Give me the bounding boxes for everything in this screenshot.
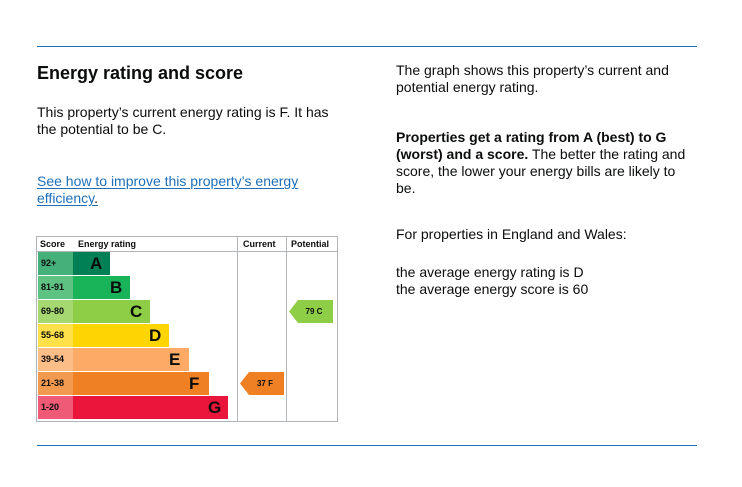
band-score-range: 55-68 (38, 324, 73, 347)
rating-band-f: 21-38 F (38, 372, 209, 395)
average-rating: the average energy rating is D (396, 264, 584, 280)
potential-rating-arrow: 79 C (289, 300, 333, 323)
rating-band-c: 69-80 C (38, 300, 150, 323)
graph-explanation: The graph shows this property’s current … (396, 62, 669, 95)
rating-band-a: 92+ A (38, 252, 110, 275)
band-score-range: 69-80 (38, 300, 73, 323)
rating-band-g: 1-20 G (38, 396, 228, 419)
right-column: The graph shows this property’s current … (396, 62, 696, 298)
band-letter: B (110, 278, 123, 297)
current-column-divider (237, 237, 238, 421)
section-heading: Energy rating and score (37, 63, 244, 83)
band-letter: A (90, 254, 103, 273)
rating-band-e: 39-54 E (38, 348, 189, 371)
average-score: the average energy score is 60 (396, 281, 589, 297)
left-column: Energy rating and score This property’s … (37, 62, 337, 207)
rating-band-d: 55-68 D (38, 324, 169, 347)
band-score-range: 92+ (38, 252, 73, 275)
band-score-range: 39-54 (38, 348, 73, 371)
potential-rating-label: 79 C (305, 307, 323, 316)
region-note: For properties in England and Wales: (396, 226, 627, 242)
rating-explanation-rest: The better the rating and score, the low… (396, 146, 686, 196)
band-letter: G (208, 398, 222, 417)
band-letter: D (149, 326, 162, 345)
improve-efficiency-link[interactable]: See how to improve this property’s energ… (37, 173, 299, 206)
rating-band-b: 81-91 B (38, 276, 130, 299)
band-score-range: 21-38 (38, 372, 73, 395)
energy-rating-header: Energy rating (78, 239, 137, 249)
rating-explanation-bold: Properties get a rating from A (best) to… (396, 129, 667, 162)
top-divider (37, 46, 697, 47)
band-score-range: 1-20 (38, 396, 73, 419)
band-letter: C (130, 302, 143, 321)
band-score-range: 81-91 (38, 276, 73, 299)
band-letter: F (189, 374, 200, 393)
band-letter: E (169, 350, 181, 369)
link-suffix: . (94, 190, 98, 206)
average-stats: the average energy rating is D the avera… (396, 264, 696, 298)
potential-header: Potential (291, 239, 330, 249)
score-header: Score (40, 239, 66, 249)
rating-summary: This property’s current energy rating is… (37, 104, 329, 137)
current-rating-arrow: 37 F (240, 372, 284, 395)
header-divider (37, 251, 337, 252)
energy-rating-chart: Score Energy rating Current Potential 92… (36, 236, 338, 422)
potential-column-divider (286, 237, 287, 421)
current-rating-label: 37 F (256, 379, 273, 388)
improve-efficiency-link-wrap: See how to improve this property’s energ… (37, 173, 337, 207)
current-header: Current (243, 239, 276, 249)
rating-explanation: Properties get a rating from A (best) to… (396, 129, 696, 197)
bottom-divider (37, 445, 697, 446)
